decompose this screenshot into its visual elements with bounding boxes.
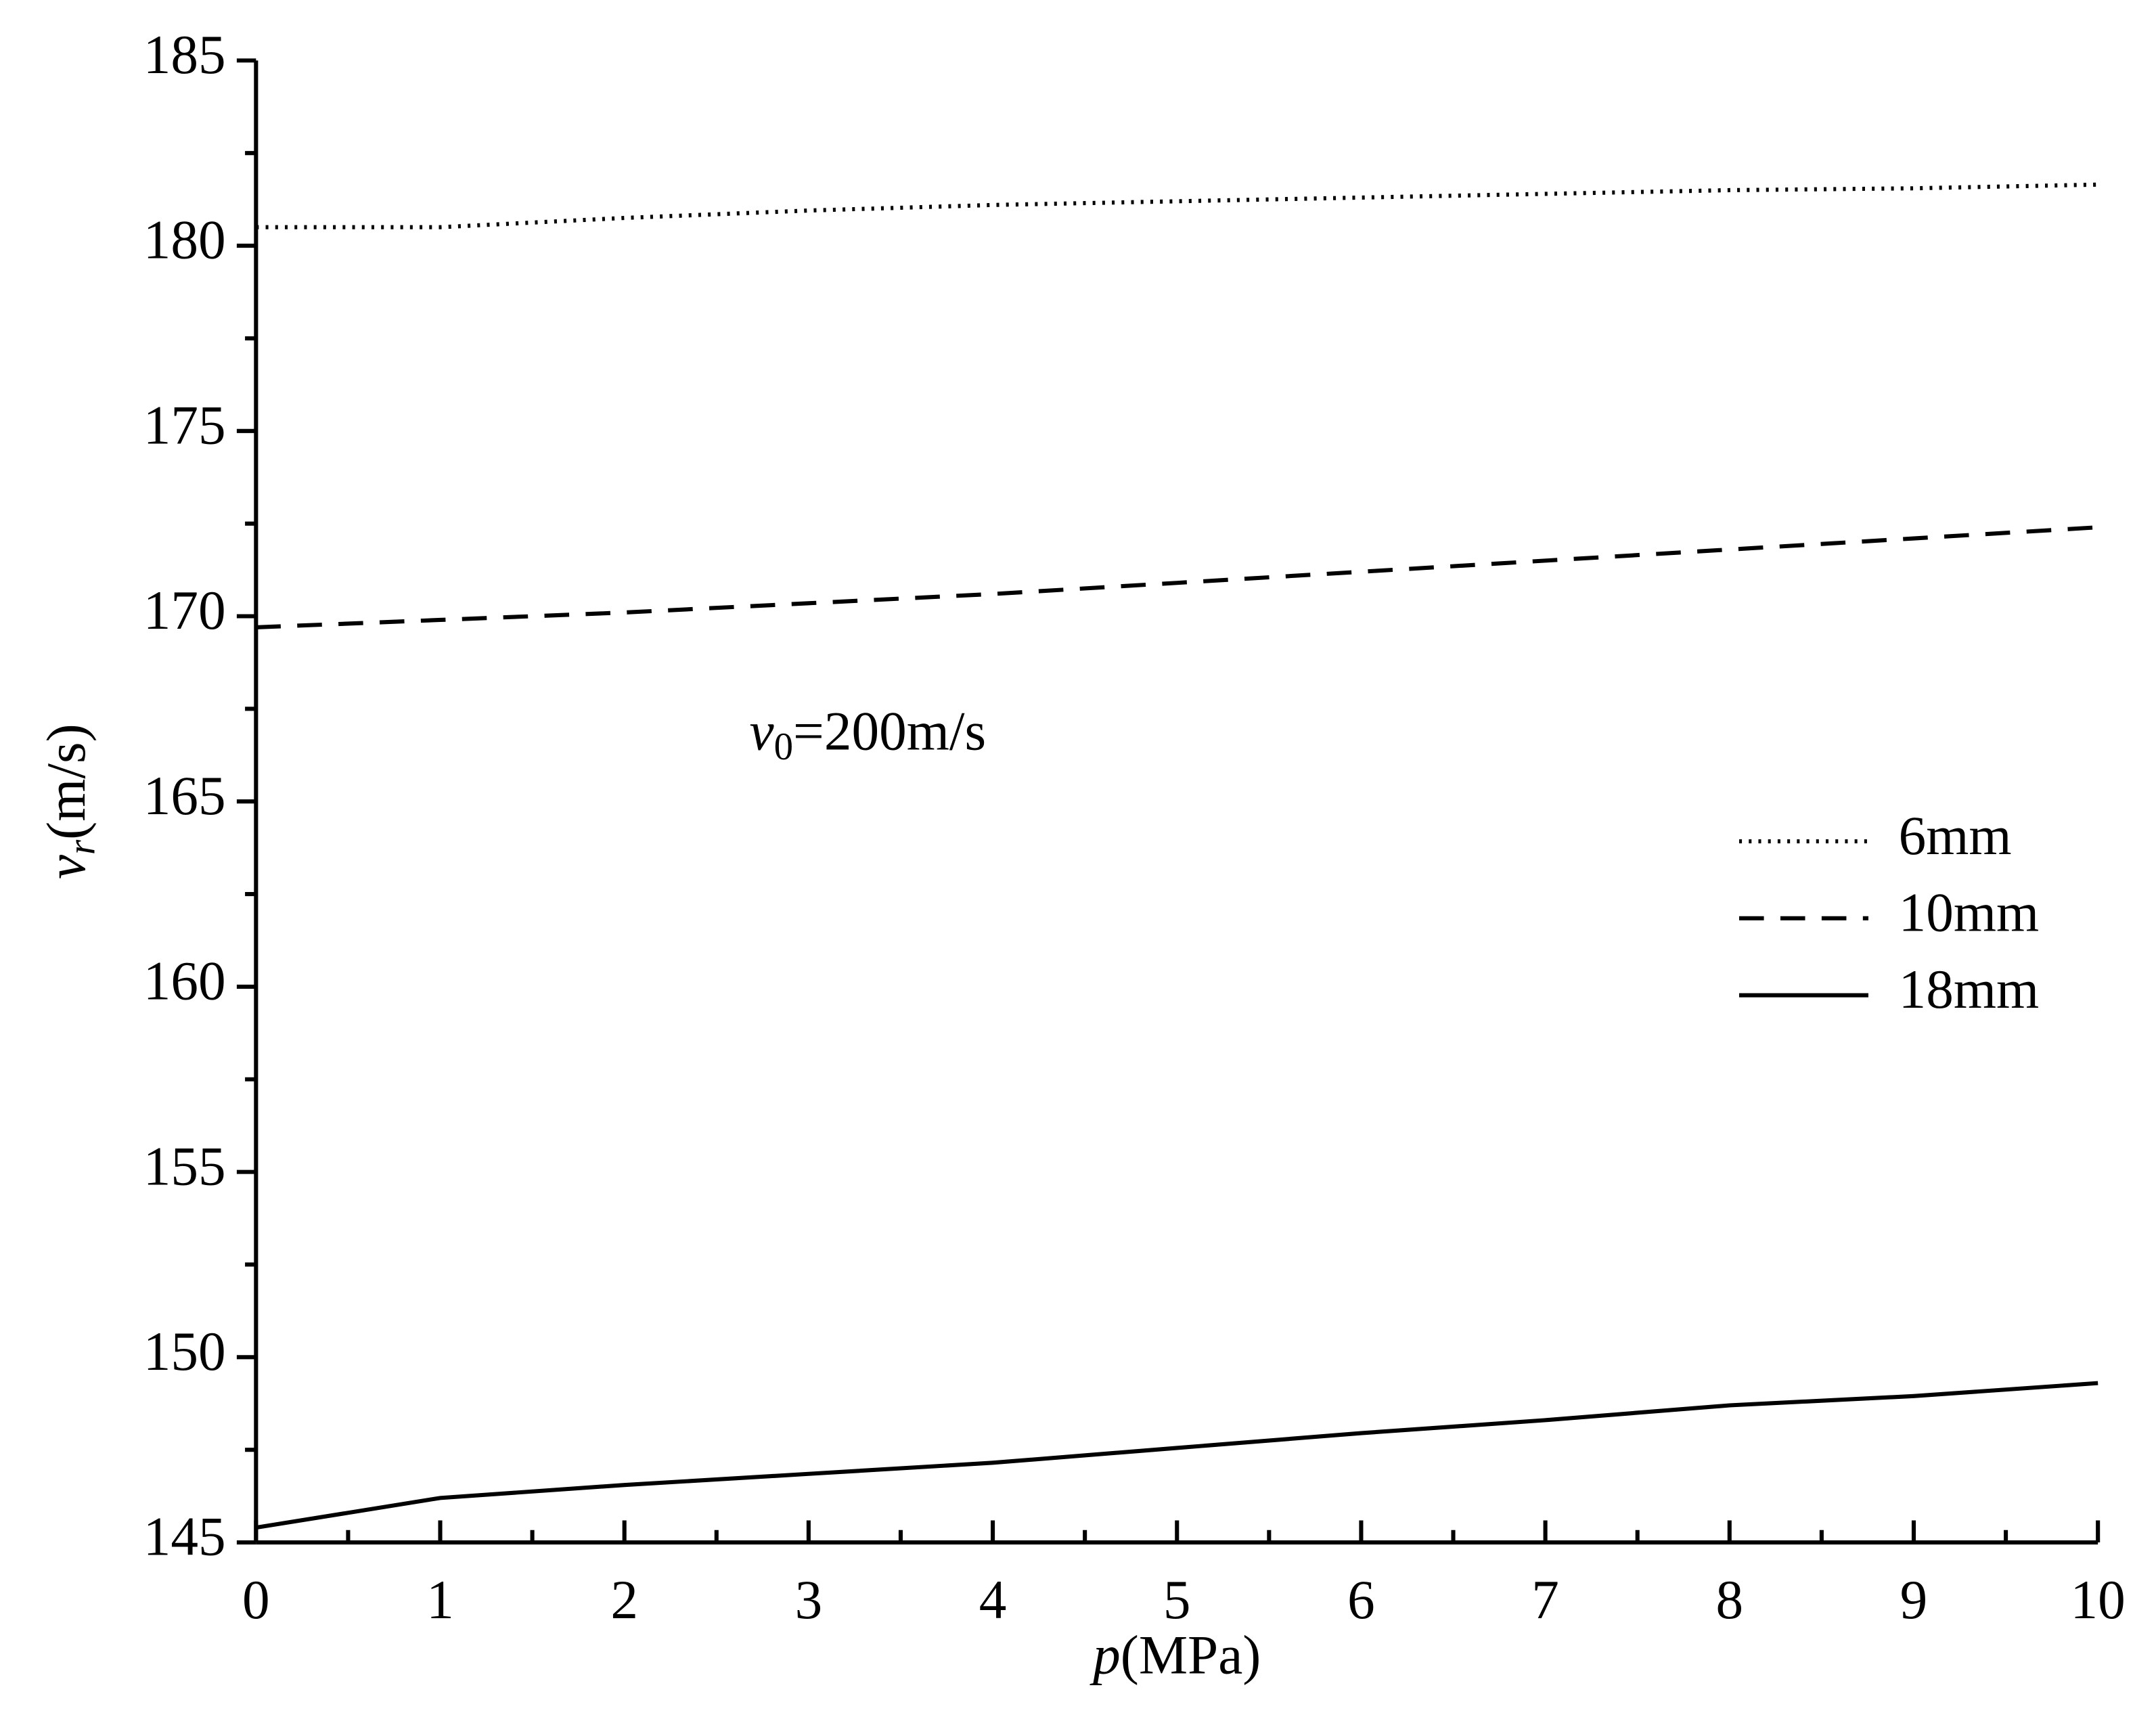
x-axis-label: p(MPa) (1090, 1624, 1261, 1685)
x-tick-label: 8 (1715, 1569, 1743, 1630)
y-label-subscript: r (61, 839, 104, 855)
y-tick-label: 150 (143, 1321, 226, 1382)
x-tick-label: 1 (426, 1569, 454, 1630)
series-line (255, 1381, 2098, 1530)
x-tick-label: 10 (2071, 1569, 2126, 1630)
x-tick-label: 2 (610, 1569, 638, 1630)
x-tick-label: 7 (1531, 1569, 1559, 1630)
annotation-subscript: 0 (774, 726, 793, 768)
annotation: v0=200m/s (750, 700, 987, 768)
annotation-text: =200m/s (793, 700, 986, 761)
series-line (256, 525, 2098, 629)
legend-label: 10mm (1899, 882, 2040, 943)
series-line (256, 182, 2098, 229)
x-tick-label: 9 (1900, 1569, 1928, 1630)
x-tick-label: 6 (1347, 1569, 1375, 1630)
x-tick-label: 3 (795, 1569, 823, 1630)
y-tick-label: 180 (143, 210, 226, 271)
y-tick-label: 185 (143, 24, 226, 85)
x-label-symbol: p (1090, 1624, 1121, 1685)
y-axis-label: vr(m/s) (36, 723, 104, 879)
y-tick-label: 165 (143, 765, 226, 826)
y-tick-label: 175 (143, 395, 226, 455)
x-tick-label: 4 (979, 1569, 1007, 1630)
x-tick-label: 5 (1163, 1569, 1191, 1630)
x-tick-label: 0 (242, 1569, 270, 1630)
y-tick-label: 155 (143, 1136, 226, 1197)
y-label-unit: (m/s) (36, 723, 97, 839)
annotation-symbol: v (750, 700, 775, 761)
y-tick-label: 145 (143, 1507, 226, 1567)
y-tick-label: 160 (143, 951, 226, 1012)
x-label-unit: (MPa) (1121, 1624, 1261, 1685)
legend-label: 6mm (1899, 805, 2012, 866)
y-label-symbol: v (36, 854, 97, 879)
legend-label: 18mm (1899, 959, 2040, 1020)
y-tick-label: 170 (143, 580, 226, 641)
